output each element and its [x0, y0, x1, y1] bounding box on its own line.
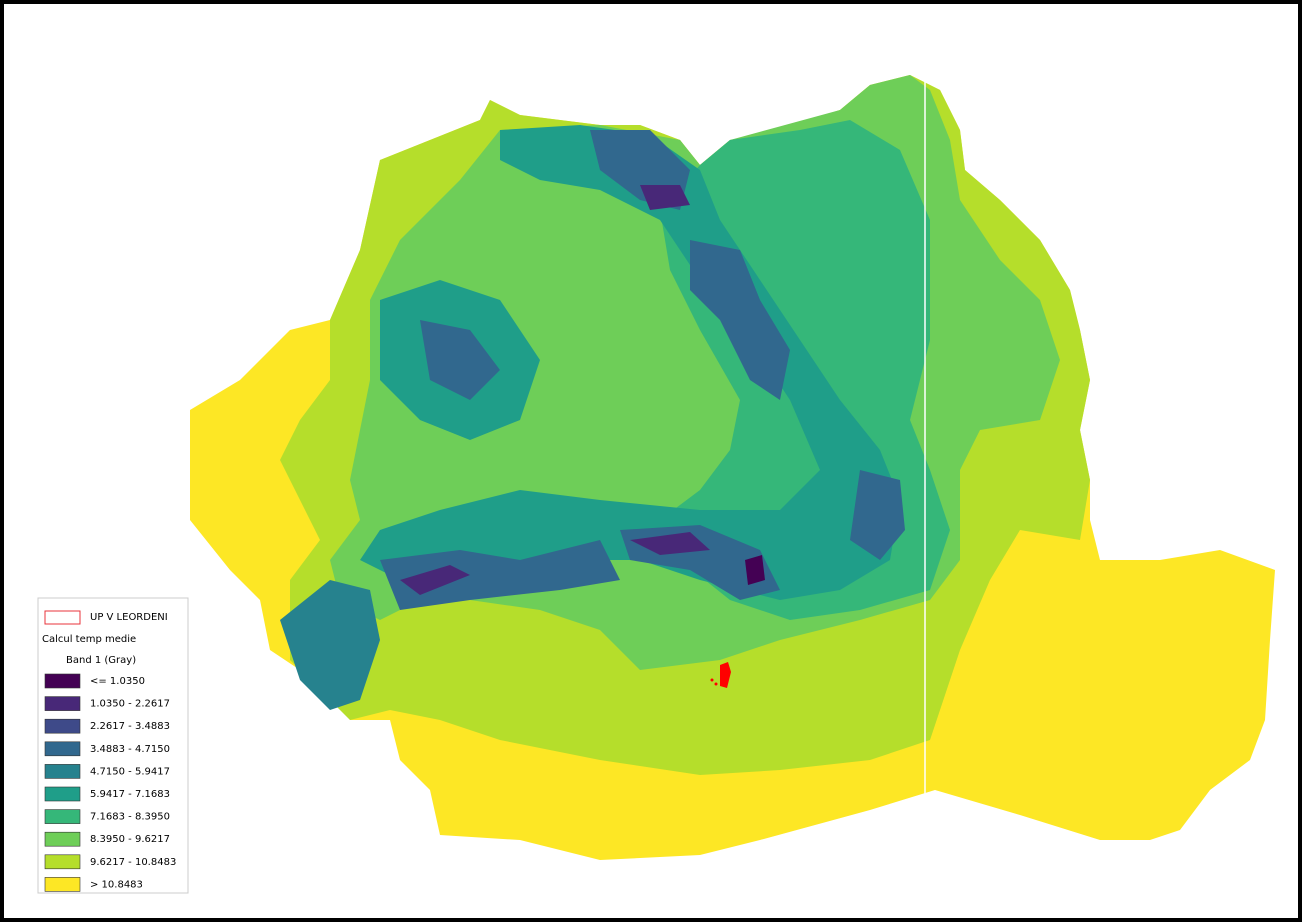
parcel [711, 679, 714, 682]
legend-swatch [45, 611, 80, 624]
legend-label: > 10.8483 [90, 879, 143, 890]
legend-label: 4.7150 - 5.9417 [90, 766, 170, 777]
legend-swatch [45, 787, 80, 801]
parcel [715, 683, 718, 686]
legend-label: 8.3950 - 9.6217 [90, 834, 170, 845]
legend-label: UP V LEORDENI [90, 612, 168, 623]
legend-swatch [45, 855, 80, 869]
region [745, 555, 765, 585]
legend-label: 3.4883 - 4.7150 [90, 744, 170, 755]
legend-band: Band 1 (Gray) [66, 655, 136, 666]
legend-swatch [45, 697, 80, 711]
legend-label: <= 1.0350 [90, 676, 145, 687]
legend-swatch [45, 742, 80, 756]
legend-swatch [45, 719, 80, 733]
legend-swatch [45, 810, 80, 824]
legend-label: 9.6217 - 10.8483 [90, 857, 176, 868]
legend-label: 7.1683 - 8.3950 [90, 812, 170, 823]
legend-raster-title: Calcul temp medie [42, 634, 136, 645]
legend-swatch [45, 877, 80, 891]
map-canvas: Calcul temp medie Band 1 (Gray) UP V LEO… [0, 0, 1302, 922]
legend-label: 2.2617 - 3.4883 [90, 721, 170, 732]
legend-swatch [45, 674, 80, 688]
legend-label: 5.9417 - 7.1683 [90, 789, 170, 800]
legend-swatch [45, 832, 80, 846]
page: Calcul temp medie Band 1 (Gray) UP V LEO… [0, 0, 1302, 922]
legend-label: 1.0350 - 2.2617 [90, 699, 170, 710]
legend: Calcul temp medie Band 1 (Gray) UP V LEO… [38, 598, 188, 893]
legend-swatch [45, 764, 80, 778]
